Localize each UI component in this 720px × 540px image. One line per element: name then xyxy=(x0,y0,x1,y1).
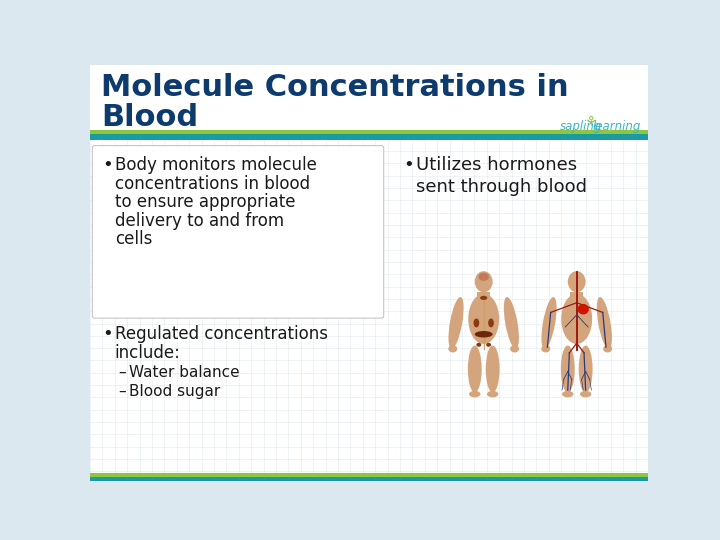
Ellipse shape xyxy=(449,345,457,353)
Ellipse shape xyxy=(541,297,557,349)
Ellipse shape xyxy=(478,273,489,281)
Bar xyxy=(90,134,648,140)
Bar xyxy=(477,292,490,303)
Ellipse shape xyxy=(468,346,482,393)
Text: to ensure appropriate: to ensure appropriate xyxy=(114,193,295,211)
Text: sent through blood: sent through blood xyxy=(415,178,587,195)
Text: –: – xyxy=(118,365,125,380)
Text: Utilizes hormones: Utilizes hormones xyxy=(415,157,577,174)
Ellipse shape xyxy=(603,345,612,353)
Ellipse shape xyxy=(504,297,519,349)
Text: ⚘: ⚘ xyxy=(584,115,596,129)
Ellipse shape xyxy=(486,343,491,347)
Ellipse shape xyxy=(541,345,550,353)
Ellipse shape xyxy=(449,297,464,349)
Ellipse shape xyxy=(562,391,573,397)
Bar xyxy=(570,292,583,303)
Text: cells: cells xyxy=(114,231,152,248)
Text: Molecule Concentrations in: Molecule Concentrations in xyxy=(101,72,569,102)
Ellipse shape xyxy=(480,296,487,300)
Ellipse shape xyxy=(468,294,499,344)
Ellipse shape xyxy=(486,346,500,393)
Bar xyxy=(90,65,648,138)
Text: Water balance: Water balance xyxy=(129,365,239,380)
Ellipse shape xyxy=(474,271,492,292)
Ellipse shape xyxy=(487,391,498,397)
Text: •: • xyxy=(102,157,113,174)
Text: •: • xyxy=(403,157,414,174)
Ellipse shape xyxy=(568,271,585,292)
Text: Blood sugar: Blood sugar xyxy=(129,383,220,399)
Text: include:: include: xyxy=(114,343,181,362)
Text: •: • xyxy=(102,325,113,343)
Ellipse shape xyxy=(474,319,480,327)
Ellipse shape xyxy=(488,319,494,327)
Text: Blood: Blood xyxy=(101,103,198,132)
Text: learning: learning xyxy=(593,120,641,133)
Ellipse shape xyxy=(561,294,592,344)
Bar xyxy=(90,477,648,481)
Ellipse shape xyxy=(579,346,593,393)
Text: Body monitors molecule: Body monitors molecule xyxy=(114,157,317,174)
Ellipse shape xyxy=(577,304,589,314)
Ellipse shape xyxy=(580,391,591,397)
Ellipse shape xyxy=(477,343,481,347)
Text: sapling: sapling xyxy=(559,120,602,133)
Bar xyxy=(90,130,648,134)
Ellipse shape xyxy=(474,331,492,338)
Text: Regulated concentrations: Regulated concentrations xyxy=(114,325,328,343)
Text: delivery to and from: delivery to and from xyxy=(114,212,284,230)
FancyBboxPatch shape xyxy=(92,146,384,318)
Bar xyxy=(90,473,648,477)
Ellipse shape xyxy=(469,391,480,397)
Text: concentrations in blood: concentrations in blood xyxy=(114,175,310,193)
Ellipse shape xyxy=(510,345,519,353)
Ellipse shape xyxy=(597,297,612,349)
Text: –: – xyxy=(118,383,125,399)
Ellipse shape xyxy=(561,346,575,393)
